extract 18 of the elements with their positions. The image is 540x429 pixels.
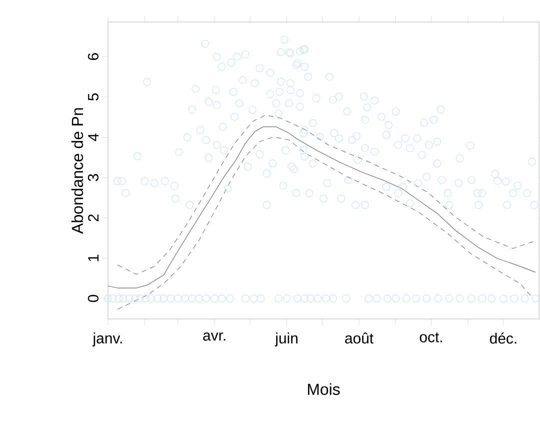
- x-tick-label: juin: [274, 332, 298, 346]
- x-tick-label: janv.: [92, 332, 122, 346]
- y-axis-title: Abondance de Pn: [71, 108, 84, 234]
- y-tick-label: 4: [88, 134, 98, 142]
- x-axis-title: Mois: [308, 383, 340, 395]
- line-series: [117, 114, 534, 275]
- line-series: [117, 136, 534, 310]
- x-tick-label: août: [345, 332, 374, 344]
- y-tick-label: 0: [88, 294, 98, 302]
- x-tick-label: déc.: [490, 332, 516, 344]
- y-tick-label: 1: [88, 254, 98, 262]
- y-tick-label: 3: [88, 174, 98, 182]
- x-tick-label: oct.: [420, 332, 442, 342]
- y-tick-label: 5: [88, 93, 98, 101]
- line-series: [108, 126, 536, 288]
- y-tick-label: 6: [88, 53, 98, 60]
- y-tick-label: 2: [88, 214, 98, 222]
- x-tick-label: avr.: [203, 332, 226, 341]
